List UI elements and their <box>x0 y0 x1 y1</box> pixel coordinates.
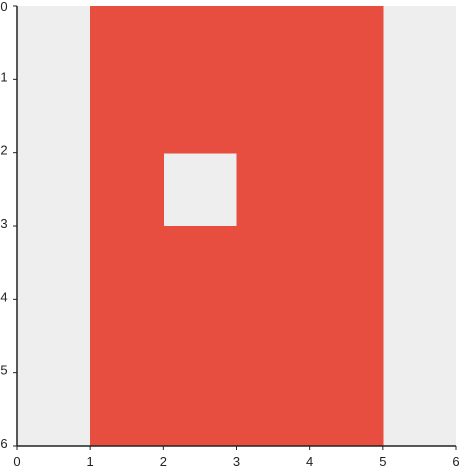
y-tick-label-5: 5 <box>0 363 7 378</box>
grid-cell-4-2 <box>309 152 384 227</box>
y-axis-tick-labels: 0 1 2 3 4 5 6 <box>0 0 17 451</box>
grid-cell-2-4 <box>163 299 238 374</box>
grid-cell-4-5 <box>309 372 384 447</box>
x-tick-label-3: 3 <box>233 454 240 467</box>
y-tick-label-6: 6 <box>0 436 7 451</box>
grid-cells-layer <box>90 6 384 447</box>
grid-cell-3-0 <box>236 6 311 80</box>
grid-cell-2-5 <box>163 372 238 447</box>
y-tick-label-4: 4 <box>0 289 7 304</box>
grid-cell-2-0 <box>163 6 238 80</box>
grid-cell-2-1 <box>163 79 238 154</box>
grid-cell-1-3 <box>90 226 164 300</box>
grid-cell-4-1 <box>309 79 384 154</box>
y-tick-label-0: 0 <box>0 0 7 14</box>
x-tick-label-2: 2 <box>160 454 167 467</box>
grid-cell-4-4 <box>309 299 384 374</box>
x-tick-label-5: 5 <box>379 454 386 467</box>
x-tick-label-6: 6 <box>452 454 459 467</box>
grid-cell-3-1 <box>236 79 311 154</box>
x-axis-tick-labels: 0 1 2 3 4 5 6 <box>13 446 460 467</box>
y-tick-label-1: 1 <box>0 69 7 84</box>
grid-cell-3-5 <box>236 372 311 447</box>
x-tick-label-4: 4 <box>306 454 313 467</box>
y-tick-label-2: 2 <box>0 143 7 158</box>
grid-cell-1-2 <box>90 152 164 227</box>
grid-cell-2-3 <box>163 226 238 300</box>
grid-cell-1-0 <box>90 6 164 80</box>
grid-cell-3-3 <box>236 226 311 300</box>
grid-cell-1-5 <box>90 372 164 447</box>
x-tick-label-1: 1 <box>87 454 94 467</box>
grid-cell-1-1 <box>90 79 164 154</box>
grid-cell-4-0 <box>309 6 384 80</box>
grid-cell-1-4 <box>90 299 164 374</box>
grid-cell-3-2 <box>236 152 311 227</box>
x-tick-label-0: 0 <box>13 454 20 467</box>
grid-cell-3-4 <box>236 299 311 374</box>
y-tick-label-3: 3 <box>0 216 7 231</box>
grid-cell-4-3 <box>309 226 384 300</box>
